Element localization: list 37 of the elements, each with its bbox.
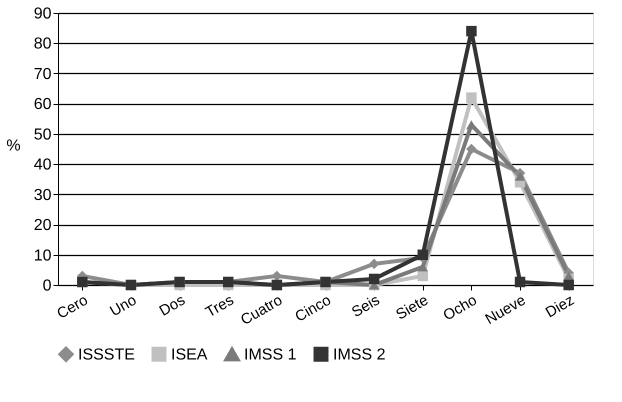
x-tick-label: Dos — [156, 292, 188, 320]
point — [514, 172, 526, 181]
point — [272, 270, 282, 282]
y-tick-label: 0 — [42, 278, 52, 294]
y-tick-label: 10 — [34, 247, 52, 264]
x-tick-label: Siete — [393, 292, 432, 324]
y-tick-label: 40 — [34, 156, 52, 174]
legend-label: ISSSTE — [78, 346, 135, 364]
point — [514, 276, 526, 288]
legend-label: IMSS 2 — [333, 346, 386, 364]
y-tick-label: 20 — [34, 217, 52, 234]
y-tick-label: 80 — [34, 36, 52, 53]
point — [368, 274, 380, 284]
x-tick-label: Uno — [107, 292, 140, 320]
x-tick-label: Tres — [202, 292, 237, 322]
x-tick-label: Diez — [542, 292, 578, 322]
y-tick-label: 60 — [34, 96, 52, 114]
y-tick-label: 90 — [34, 6, 52, 22]
y-axis-title: % — [6, 138, 21, 154]
point — [466, 26, 477, 36]
x-tick-label: Seis — [348, 292, 383, 321]
x-tick-label: Cero — [54, 292, 91, 323]
legend-label: ISEA — [171, 346, 208, 364]
legend-label: IMSS 1 — [244, 346, 297, 364]
y-tick-label: 30 — [34, 186, 52, 204]
y-tick-label: 50 — [34, 126, 52, 144]
point — [368, 258, 380, 270]
y-tick-label: 70 — [34, 66, 52, 83]
point — [466, 144, 477, 154]
x-tick-label: Ocho — [440, 292, 480, 324]
point — [418, 250, 428, 260]
point — [563, 280, 574, 290]
point — [418, 270, 428, 282]
point — [563, 271, 574, 280]
point — [418, 262, 428, 272]
x-tick-label: Cinco — [292, 292, 334, 326]
point — [466, 92, 477, 103]
